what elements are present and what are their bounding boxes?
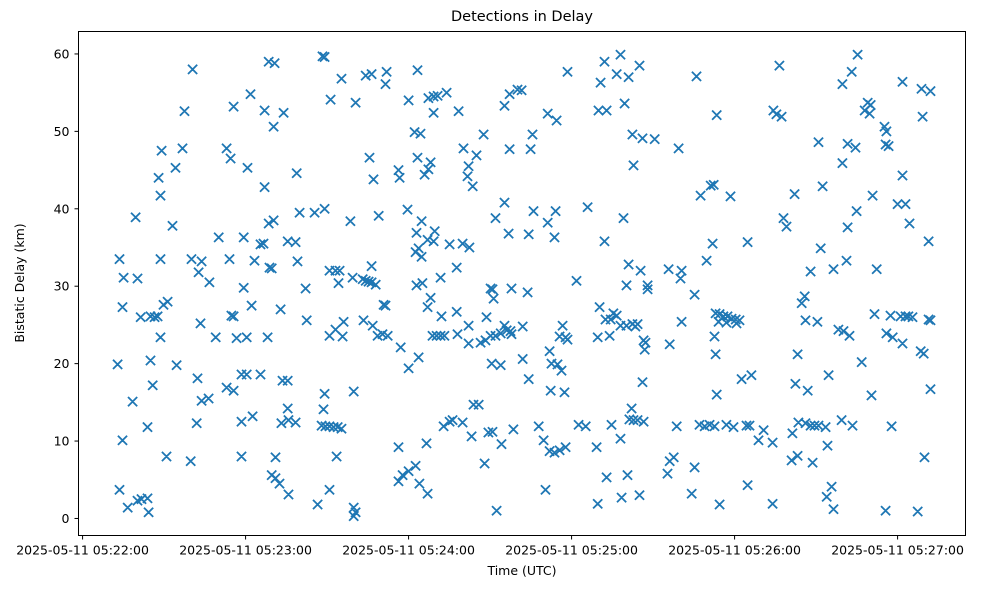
x-tick-label: 2025-05-11 05:23:00: [179, 543, 312, 558]
x-tick-label: 2025-05-11 05:22:00: [16, 543, 149, 558]
x-tick-label: 2025-05-11 05:24:00: [342, 543, 475, 558]
y-tick-label: 40: [54, 201, 70, 216]
y-tick-label: 20: [54, 356, 70, 371]
y-tick-label: 30: [54, 279, 70, 294]
y-tick-label: 50: [54, 124, 70, 139]
y-tick-label: 60: [54, 46, 70, 61]
detection-markers: [112, 49, 936, 522]
y-tick-label: 0: [62, 511, 70, 526]
y-axis-label: Bistatic Delay (km): [12, 223, 27, 342]
x-axis-label: Time (UTC): [486, 563, 556, 578]
x-tick-label: 2025-05-11 05:26:00: [668, 543, 801, 558]
y-axis-ticks: 0 10 20 30 40 50 60: [54, 46, 79, 526]
chart-title: Detections in Delay: [451, 9, 593, 25]
x-tick-label: 2025-05-11 05:25:00: [505, 543, 638, 558]
y-tick-label: 10: [54, 434, 70, 449]
x-tick-label: 2025-05-11 05:27:00: [831, 543, 964, 558]
data-points: [112, 49, 936, 522]
plot-frame: [78, 31, 966, 536]
x-axis-ticks: 2025-05-11 05:22:00 2025-05-11 05:23:00 20…: [16, 535, 964, 558]
